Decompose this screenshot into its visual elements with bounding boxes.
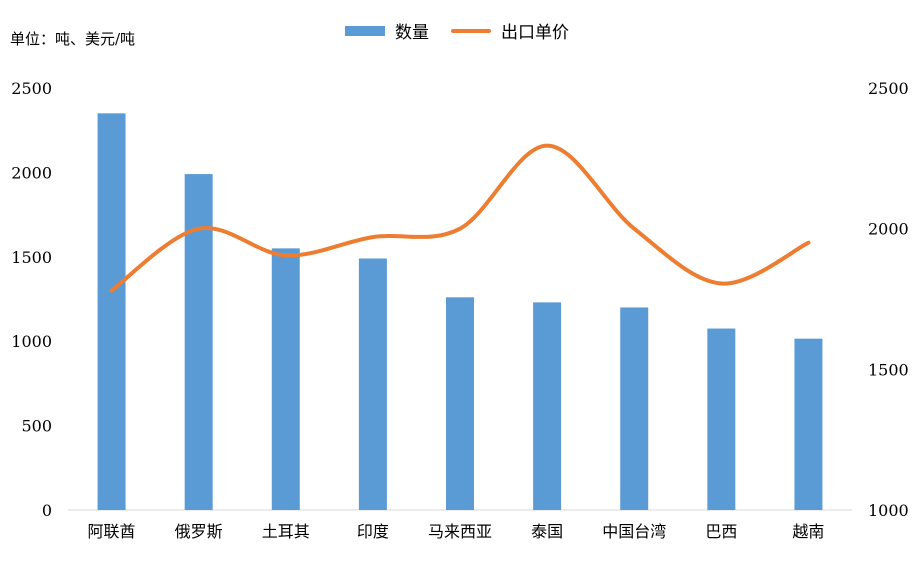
legend-swatch-bar — [345, 25, 385, 36]
bar-6 — [620, 307, 649, 510]
legend-item-bar: 数量 — [345, 18, 429, 43]
y-right-tick-label: 2500 — [868, 79, 909, 98]
bar-0 — [97, 113, 126, 510]
price-line — [109, 143, 811, 293]
bar-8 — [794, 338, 823, 510]
legend-label-bar: 数量 — [395, 23, 429, 43]
y-left-tick-label: 1000 — [11, 332, 52, 351]
legend: 数量 出口单价 — [345, 18, 591, 43]
x-tick-label: 巴西 — [705, 522, 737, 541]
y-left-tick-label: 500 — [21, 417, 52, 436]
bar-3 — [358, 258, 387, 510]
legend-item-line: 出口单价 — [451, 18, 569, 43]
y-right-tick-label: 1000 — [868, 501, 909, 520]
bar-1 — [184, 174, 213, 510]
y-left-tick-label: 2500 — [11, 79, 52, 98]
bar-5 — [533, 302, 562, 510]
y-left-tick-label: 2000 — [11, 163, 52, 182]
x-tick-label: 中国台湾 — [602, 522, 666, 541]
y-right-tick-label: 2000 — [868, 220, 909, 239]
x-tick-label: 印度 — [357, 522, 389, 541]
x-tick-label: 泰国 — [531, 522, 563, 541]
y-left-tick-label: 0 — [42, 501, 52, 520]
x-tick-label: 越南 — [792, 522, 824, 541]
x-tick-label: 土耳其 — [262, 522, 310, 541]
x-tick-label: 马来西亚 — [428, 522, 492, 541]
bar-2 — [271, 248, 300, 511]
legend-label-line: 出口单价 — [501, 23, 569, 43]
x-tick-label: 俄罗斯 — [175, 522, 223, 541]
unit-label: 单位：吨、美元/吨 — [10, 30, 136, 48]
y-left-tick-label: 1500 — [11, 248, 52, 267]
bar-4 — [446, 297, 474, 510]
legend-swatch-line — [451, 28, 491, 33]
y-right-tick-label: 1500 — [868, 360, 909, 379]
bar-7 — [707, 328, 736, 510]
x-tick-label: 阿联酋 — [88, 522, 136, 541]
